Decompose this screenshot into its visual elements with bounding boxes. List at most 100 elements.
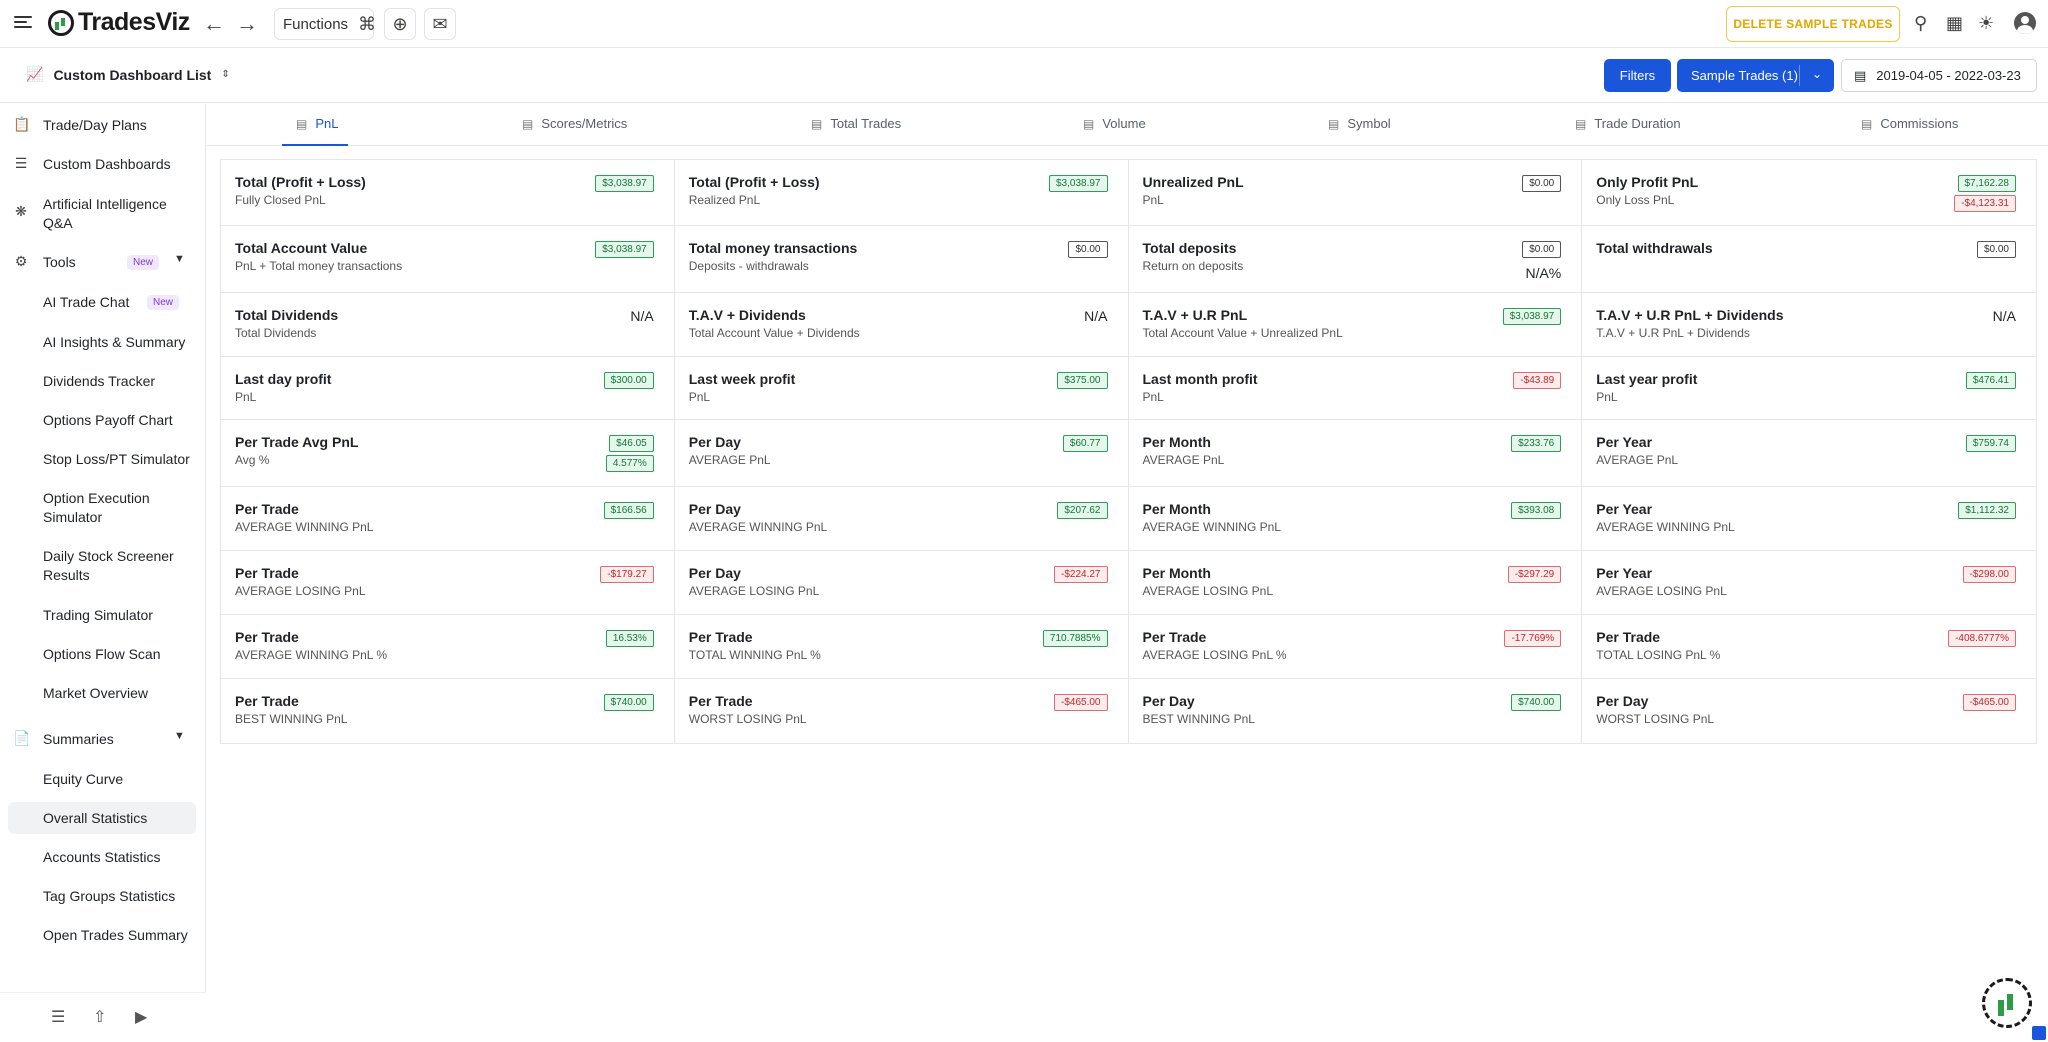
stat-subtitle: PnL: [1142, 193, 1164, 207]
stat-cell: Per Day AVERAGE WINNING PnL $207.62: [675, 487, 1129, 550]
tab-commissions[interactable]: ▤ Commissions: [1861, 116, 1959, 131]
stat-value-text: N/A: [1084, 308, 1108, 324]
stat-subtitle: AVERAGE WINNING PnL: [688, 520, 828, 534]
menu-icon[interactable]: [14, 13, 32, 33]
search-icon[interactable]: ⚲: [1914, 13, 1928, 33]
stat-cell: Last year profit PnL $476.41: [1582, 357, 2036, 419]
stat-cell: Per Month AVERAGE WINNING PnL $393.08: [1129, 487, 1583, 550]
stat-value-badge: $393.08: [1511, 502, 1562, 519]
stat-subtitle: Return on deposits: [1142, 259, 1244, 273]
chevron-down-icon[interactable]: ⌄: [1811, 67, 1822, 81]
date-range-picker[interactable]: ▤ 2019-04-05 - 2022-03-23: [1841, 59, 2037, 92]
stat-cell: Per Month AVERAGE LOSING PnL -$297.29: [1129, 551, 1583, 614]
stat-title: Only Profit PnL: [1596, 174, 1699, 190]
tab-volume[interactable]: ▤ Volume: [1083, 116, 1146, 131]
clipboard-icon: 📋: [13, 116, 31, 132]
stat-values: $46.05 4.577%: [605, 435, 654, 472]
stat-value-badge: $7,162.28: [1957, 175, 2016, 192]
stat-cell: Per Day WORST LOSING PnL -$465.00: [1582, 679, 2036, 743]
add-circle-button[interactable]: ⊕: [384, 8, 416, 40]
tab-scores-metrics[interactable]: ▤ Scores/Metrics: [522, 116, 628, 131]
stat-values: N/A: [1993, 308, 2016, 324]
tab-pnl[interactable]: ▤ PnL: [296, 116, 339, 131]
stat-cell: Last month profit PnL -$43.89: [1129, 357, 1583, 419]
stat-values: $0.00: [1976, 241, 2016, 258]
stat-subtitle: AVERAGE WINNING PnL %: [235, 648, 388, 662]
stat-subtitle: Total Account Value + Unrealized PnL: [1142, 326, 1343, 340]
tab-total-trades[interactable]: ▤ Total Trades: [811, 116, 902, 131]
stat-value-badge: -$179.27: [600, 566, 654, 583]
document-icon: ▤: [1575, 116, 1587, 131]
stat-values: $3,038.97: [595, 241, 654, 258]
back-arrow-icon[interactable]: ←: [203, 11, 225, 36]
stat-title: Last day profit: [235, 371, 332, 387]
logo[interactable]: TradesViz: [48, 8, 190, 37]
stat-title: Last week profit: [688, 371, 796, 387]
youtube-icon[interactable]: ▶: [135, 1009, 148, 1026]
sliders-icon[interactable]: ☰: [51, 1009, 66, 1026]
stat-subtitle: AVERAGE PnL: [688, 453, 771, 467]
stat-values: -$465.00: [1962, 694, 2016, 711]
tab-symbol[interactable]: ▤ Symbol: [1328, 116, 1391, 131]
stat-cell: Per Trade AVERAGE LOSING PnL % -17.769%: [1129, 615, 1583, 678]
stat-value-badge: $3,038.97: [1049, 175, 1108, 192]
delete-sample-trades-button[interactable]: DELETE SAMPLE TRADES: [1726, 6, 1900, 42]
document-icon: ▤: [522, 116, 534, 131]
stat-values: -$297.29: [1507, 566, 1562, 583]
stat-values: 710.7885%: [1042, 630, 1108, 647]
stat-value-badge: $3,038.97: [1502, 308, 1562, 325]
stat-value-badge: -17.769%: [1504, 630, 1562, 647]
document-icon: ▤: [296, 116, 308, 131]
stat-value-badge: $3,038.97: [595, 175, 654, 192]
theme-toggle-icon[interactable]: ☀: [1978, 13, 1995, 33]
stat-subtitle: Total Account Value + Dividends: [688, 326, 860, 340]
stat-value-badge: $759.74: [1965, 435, 2016, 452]
stat-values: $3,038.97: [1049, 175, 1108, 192]
functions-button[interactable]: Functions ⌘: [274, 8, 377, 40]
tab-trade-duration[interactable]: ▤ Trade Duration: [1575, 116, 1681, 131]
stat-subtitle: T.A.V + U.R PnL + Dividends: [1596, 326, 1750, 340]
stat-title: Per Month: [1142, 501, 1211, 517]
stat-subtitle: AVERAGE WINNING PnL: [235, 520, 374, 534]
stat-value-badge: $740.00: [1511, 694, 1562, 711]
sample-trades-button[interactable]: Sample Trades (1) ⌄: [1677, 59, 1834, 92]
stat-title: Total withdrawals: [1596, 240, 1713, 256]
chevron-down-icon[interactable]: ▼: [174, 730, 185, 742]
new-badge: New: [147, 295, 180, 310]
stat-values: -$298.00: [1962, 566, 2016, 583]
stat-value-badge: $207.62: [1057, 502, 1108, 519]
stat-title: Per Year: [1596, 501, 1653, 517]
chevron-down-icon[interactable]: ▼: [174, 253, 185, 265]
stat-title: Per Trade Avg PnL: [235, 434, 359, 450]
stat-title: Unrealized PnL: [1142, 174, 1244, 190]
stat-title: Per Trade: [688, 629, 753, 645]
stat-value-badge: $740.00: [603, 694, 654, 711]
stat-values: -$224.27: [1054, 566, 1108, 583]
stats-row: Per Trade BEST WINNING PnL $740.00 Per Trad…: [221, 679, 2036, 743]
custom-dashboard-list-selector[interactable]: 📈 Custom Dashboard List ⇕: [26, 66, 230, 83]
apps-grid-icon[interactable]: ▦: [1946, 13, 1964, 33]
dashboard-bar: 📈 Custom Dashboard List ⇕ Filters Sample…: [0, 49, 2048, 103]
filters-button[interactable]: Filters: [1604, 59, 1671, 92]
stat-value-badge: $60.77: [1062, 435, 1108, 452]
stat-cell: Per Trade WORST LOSING PnL -$465.00: [675, 679, 1129, 743]
sidebar: 📋 Trade/Day Plans ☰ Custom Dashboards ❋ …: [0, 104, 206, 1042]
forward-arrow-icon[interactable]: →: [236, 11, 258, 36]
stat-values: $375.00: [1057, 372, 1108, 389]
stat-subtitle: AVERAGE LOSING PnL %: [1142, 648, 1287, 662]
stat-values: -408.6777%: [1948, 630, 2016, 647]
stat-subtitle: AVERAGE WINNING PnL: [1142, 520, 1281, 534]
avatar[interactable]: [2014, 12, 2036, 34]
stat-values: $759.74: [1965, 435, 2016, 452]
feedback-icon[interactable]: [2032, 1026, 2046, 1040]
stat-title: Total Dividends: [235, 307, 339, 323]
command-icon: ⌘: [358, 13, 377, 34]
ai-chat-button[interactable]: ✉: [424, 8, 456, 40]
stat-values: $300.00: [603, 372, 654, 389]
stat-cell: Per Trade BEST WINNING PnL $740.00: [221, 679, 675, 743]
stat-values: $740.00: [1511, 694, 1562, 711]
stat-value-text: N/A: [1992, 308, 2016, 324]
stat-values: $207.62: [1057, 502, 1108, 519]
upload-icon[interactable]: ⇧: [93, 1009, 107, 1026]
ai-chat-bubble-icon[interactable]: [1982, 978, 2032, 1028]
